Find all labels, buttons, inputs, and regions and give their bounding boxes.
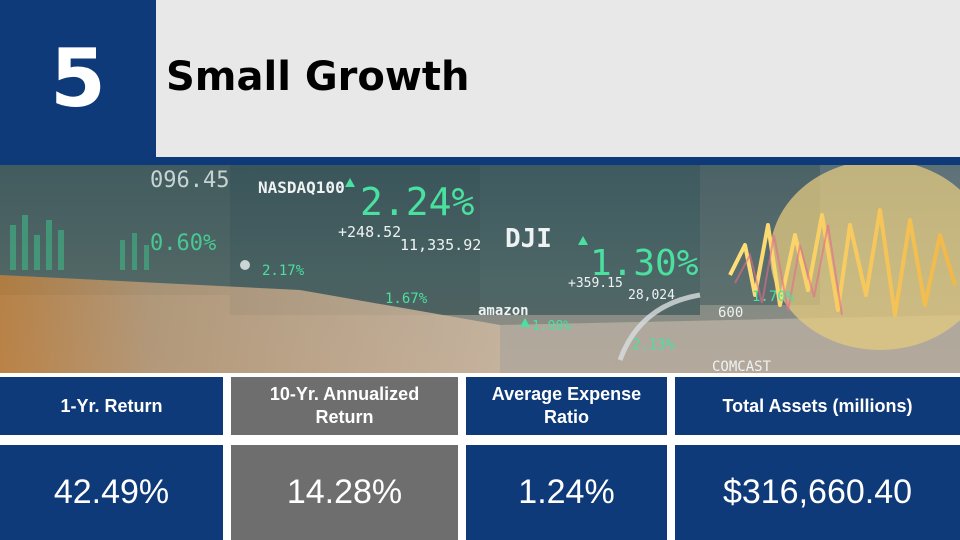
header-total-assets: Total Assets (millions) <box>675 377 960 435</box>
value-total-assets: $316,660.40 <box>675 445 960 540</box>
neon-waveform <box>734 224 843 316</box>
page-title: Small Growth <box>166 53 470 100</box>
railing <box>617 292 701 361</box>
screen-panel <box>0 165 230 295</box>
neon-sign-backdrop <box>770 165 960 350</box>
ticker-right-num: 600 <box>718 305 743 321</box>
ticker-apple-pct: 2.17% <box>262 263 305 279</box>
up-arrow-icon <box>578 236 588 245</box>
chart-bar <box>22 215 28 270</box>
ticker-nasdaq-pct: 2.24% <box>360 180 475 224</box>
header-expense-ratio: Average Expense Ratio <box>466 377 667 435</box>
ticker-amazon-label: amazon <box>478 303 529 319</box>
ticker-top-left: 096.45 <box>150 168 229 193</box>
chart-bar <box>46 220 52 270</box>
value-one-year-return: 42.49% <box>0 445 223 540</box>
chart-bar <box>144 245 149 270</box>
apple-logo-icon <box>240 260 250 270</box>
ticker-dji-value: 28,024 <box>628 288 675 303</box>
ticker-amazon-pct: 1.98% <box>532 319 571 334</box>
chart-bar <box>34 235 40 270</box>
title-bar: Small Growth <box>156 0 960 157</box>
ticker-nasdaq-change: +248.52 <box>338 223 401 241</box>
chart-bar <box>120 240 125 270</box>
ticker-left-pct: 0.60% <box>150 231 216 256</box>
ticker-dji-pct: 1.30% <box>590 243 699 284</box>
value-ten-year-return: 14.28% <box>231 445 458 540</box>
ticker-dji-label: DJI <box>505 224 552 254</box>
ticker-paypal-pct: 2.13% <box>632 337 675 353</box>
up-arrow-icon <box>345 178 355 187</box>
chart-bar <box>10 225 16 270</box>
ticker-mid-pct: 1.67% <box>385 291 428 307</box>
ticker-nasdaq-value: 11,335.92 <box>400 236 481 254</box>
screen-panel <box>480 165 700 315</box>
floor-area <box>0 275 500 373</box>
ticker-comcast-label: COMCAST <box>712 359 772 373</box>
divider <box>0 157 960 165</box>
header-ten-year-return: 10-Yr. Annualized Return <box>231 377 458 435</box>
neon-waveform <box>728 208 957 317</box>
rank-number: 5 <box>0 0 156 157</box>
header-one-year-return: 1-Yr. Return <box>0 377 223 435</box>
chart-bar <box>132 233 137 270</box>
value-expense-ratio: 1.24% <box>466 445 667 540</box>
chart-bar <box>58 230 64 270</box>
ticker-dji-change: +359.15 <box>568 276 623 291</box>
ticker-right-pct: 1.70% <box>752 289 795 305</box>
stock-ticker-photo: 096.45 NASDAQ100 2.24% +248.52 11,335.92… <box>0 165 960 373</box>
ticker-nasdaq-label: NASDAQ100 <box>258 178 345 197</box>
up-arrow-icon <box>520 318 530 327</box>
